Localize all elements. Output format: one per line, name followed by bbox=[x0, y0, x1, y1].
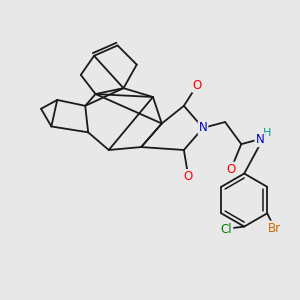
Text: O: O bbox=[184, 170, 193, 183]
Text: O: O bbox=[193, 79, 202, 92]
Text: O: O bbox=[226, 163, 236, 176]
Text: H: H bbox=[263, 128, 271, 138]
Text: Br: Br bbox=[268, 221, 281, 235]
Text: N: N bbox=[256, 133, 264, 146]
Text: N: N bbox=[199, 122, 207, 134]
Text: Cl: Cl bbox=[221, 223, 232, 236]
